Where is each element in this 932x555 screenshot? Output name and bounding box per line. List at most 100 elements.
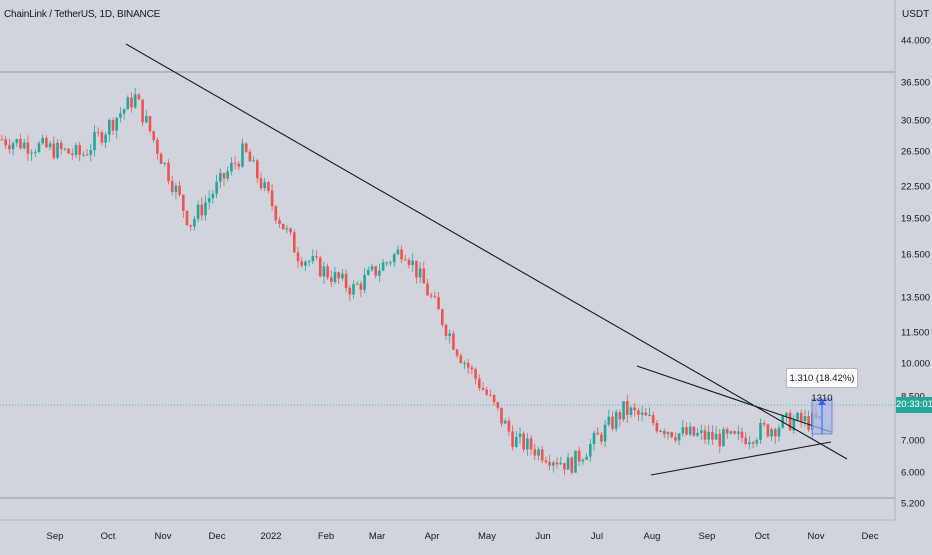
candle-body: [788, 412, 792, 431]
candle-body: [603, 424, 607, 442]
candle-body: [34, 152, 37, 154]
candle-body: [666, 432, 670, 435]
candle-body: [296, 252, 300, 262]
candle-body: [270, 190, 274, 207]
candle-body: [404, 259, 407, 261]
candle-body: [167, 162, 170, 182]
y-tick-label: 16.500: [901, 250, 930, 261]
candle-body: [159, 153, 163, 164]
candle-body: [71, 153, 74, 155]
x-tick-label: Sep: [47, 531, 64, 542]
candle-body: [119, 113, 122, 118]
candle-body: [89, 149, 93, 155]
candle-body: [807, 416, 810, 430]
candle-body: [740, 431, 744, 438]
candle-body: [104, 134, 107, 143]
candle-body: [555, 462, 559, 465]
candle-body: [774, 429, 777, 437]
candle-body: [492, 395, 496, 403]
y-tick-label: 44.000: [901, 36, 930, 47]
price-countdown-badge: 20:33:01: [896, 397, 932, 413]
candle-body: [444, 324, 448, 336]
candle-body: [211, 193, 215, 199]
candle-body: [74, 145, 78, 155]
x-tick-label: Feb: [318, 531, 334, 542]
candle-body: [37, 143, 41, 153]
candle-body: [596, 432, 599, 435]
candle-body: [589, 444, 592, 457]
candle-body: [378, 270, 381, 276]
candle-body: [237, 163, 241, 167]
x-tick-label: May: [478, 531, 496, 542]
candle-body: [244, 143, 248, 152]
candle-body: [566, 457, 570, 470]
x-tick-label: Oct: [755, 531, 770, 542]
candle-body: [540, 449, 544, 461]
candle-body: [552, 462, 555, 466]
candle-body: [22, 142, 26, 149]
y-tick-label: 19.500: [901, 214, 930, 225]
x-tick-label: Jun: [535, 531, 550, 542]
candle-body: [111, 120, 115, 131]
candle-body: [518, 433, 522, 438]
candle-body: [215, 181, 218, 194]
x-tick-label: Dec: [862, 531, 879, 542]
candle-body: [370, 266, 374, 270]
candle-body: [563, 462, 566, 470]
candle-body: [507, 420, 511, 432]
candle-body: [278, 220, 281, 224]
candle-body: [559, 462, 562, 465]
candle-body: [256, 160, 259, 179]
candle-body: [259, 178, 263, 189]
candle-body: [100, 132, 104, 143]
candle-body: [529, 438, 533, 450]
candle-body: [374, 266, 377, 276]
candle-body: [11, 143, 15, 150]
candle-body: [41, 137, 44, 144]
candle-body: [133, 94, 137, 108]
candle-body: [622, 401, 625, 420]
candle-body: [418, 268, 422, 278]
candle-body: [315, 256, 318, 258]
candle-body: [0, 139, 4, 141]
candle-body: [577, 450, 581, 462]
candle-body: [267, 182, 270, 191]
candle-body: [725, 429, 729, 434]
candle-body: [478, 378, 481, 388]
candle-body: [241, 143, 244, 167]
candle-body: [707, 431, 710, 440]
candle-body: [629, 407, 633, 415]
candle-body: [67, 148, 70, 154]
candle-body: [178, 185, 181, 195]
candle-body: [415, 260, 418, 278]
candle-body: [78, 145, 81, 155]
candle-body: [318, 257, 322, 277]
candle-body: [400, 249, 403, 260]
candle-body: [293, 232, 296, 253]
y-tick-label: 5.200: [901, 499, 925, 510]
candle-body: [526, 438, 529, 450]
candle-body: [644, 412, 648, 416]
candle-body: [148, 116, 152, 132]
candle-body: [389, 262, 392, 264]
candle-body: [455, 349, 459, 356]
candle-body: [289, 228, 292, 233]
candle-body: [130, 97, 133, 108]
x-tick-label: Aug: [644, 531, 661, 542]
candle-body: [474, 369, 477, 379]
candle-body: [122, 109, 126, 114]
candle-body: [174, 185, 178, 192]
candle-body: [352, 284, 355, 295]
candle-body: [655, 423, 659, 432]
candle-body: [411, 260, 414, 266]
candle-body: [659, 430, 662, 432]
candle-body: [466, 362, 470, 368]
candle-body: [581, 459, 585, 462]
candle-body: [85, 154, 89, 156]
candle-body: [544, 460, 548, 463]
x-tick-label: Dec: [209, 531, 226, 542]
candle-body: [385, 262, 389, 264]
